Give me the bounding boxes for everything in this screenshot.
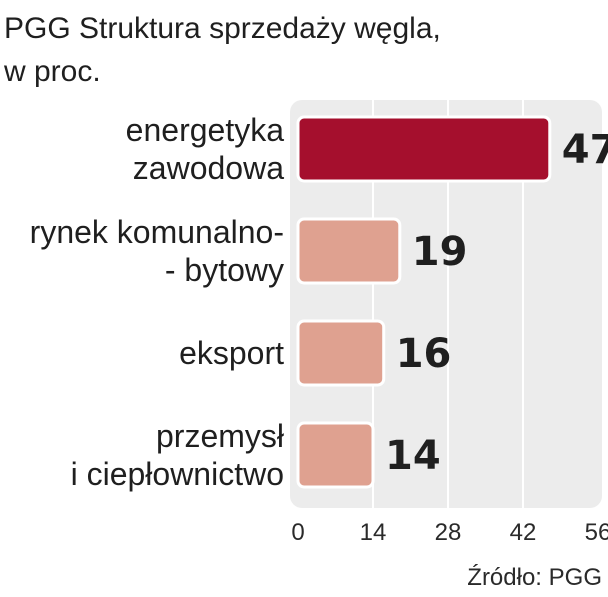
bar xyxy=(296,217,402,285)
data-label: 16 xyxy=(396,331,452,377)
bars xyxy=(296,115,552,489)
tick-label: 28 xyxy=(435,519,462,546)
tick-label: 56 xyxy=(585,519,608,546)
category-label: energetyka xyxy=(126,112,285,148)
value-labels: 47 19 16 14 xyxy=(385,127,608,479)
category-label: rynek komunalno- xyxy=(30,214,284,250)
category-label: - bytowy xyxy=(165,252,284,288)
data-label: 14 xyxy=(385,433,441,479)
chart-title-line-2: w proc. xyxy=(3,55,101,88)
tick-label: 42 xyxy=(510,519,537,546)
category-label: i ciepłownictwo xyxy=(71,456,284,492)
bar xyxy=(296,421,375,489)
category-label: eksport xyxy=(179,335,284,371)
bar xyxy=(296,115,552,183)
tick-label: 14 xyxy=(360,519,387,546)
tick-label: 0 xyxy=(291,519,304,546)
source-note: Źródło: PGG xyxy=(467,564,602,591)
chart-title: PGG Struktura sprzedaży węgla, w proc. xyxy=(3,12,441,88)
category-label: przemysł xyxy=(156,418,284,454)
x-axis-ticks: 0 14 28 42 56 xyxy=(291,519,608,546)
category-label: zawodowa xyxy=(133,150,284,186)
bar xyxy=(296,319,386,387)
data-label: 47 xyxy=(562,127,608,173)
chart-title-line-1: PGG Struktura sprzedaży węgla, xyxy=(4,12,441,45)
data-label: 19 xyxy=(412,229,468,275)
